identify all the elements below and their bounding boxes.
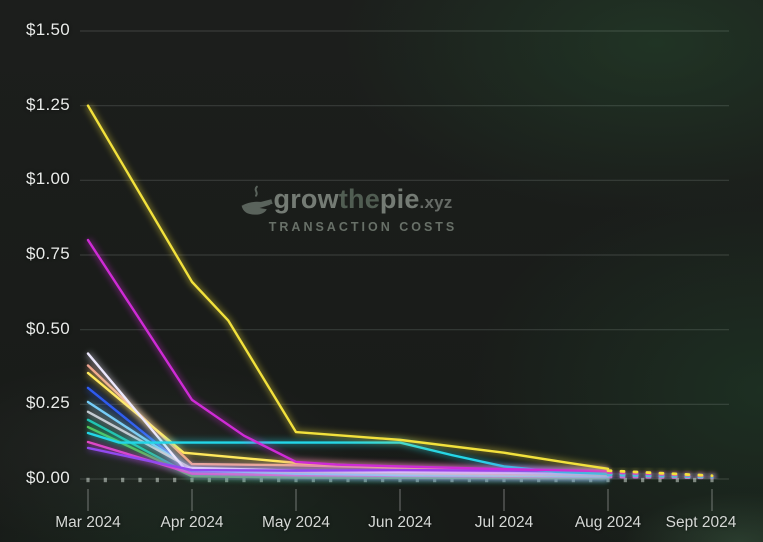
series-lines [84,103,715,482]
y-axis-label: $0.75 [25,244,70,263]
y-axis-label: $1.50 [25,20,70,39]
x-axis-label: Aug 2024 [574,514,642,531]
y-axis-label: $0.25 [25,393,70,413]
y-axis-label: $1.25 [25,94,70,114]
x-axis-label: Jul 2024 [474,514,534,531]
gridlines [80,30,729,480]
x-axis-label: Mar 2024 [55,514,121,531]
axis-month-ticks [87,489,713,511]
x-axis-label: Jun 2024 [368,514,432,531]
y-axis-label: $0.50 [25,318,70,338]
y-axis-label: $0.00 [25,468,70,487]
series-line-yellow [84,103,715,479]
x-axis-label: Sept 2024 [665,514,737,531]
x-axis-label: May 2024 [261,514,331,531]
x-axis-label: Apr 2024 [160,514,224,531]
y-axis-label: $1.00 [25,169,70,189]
